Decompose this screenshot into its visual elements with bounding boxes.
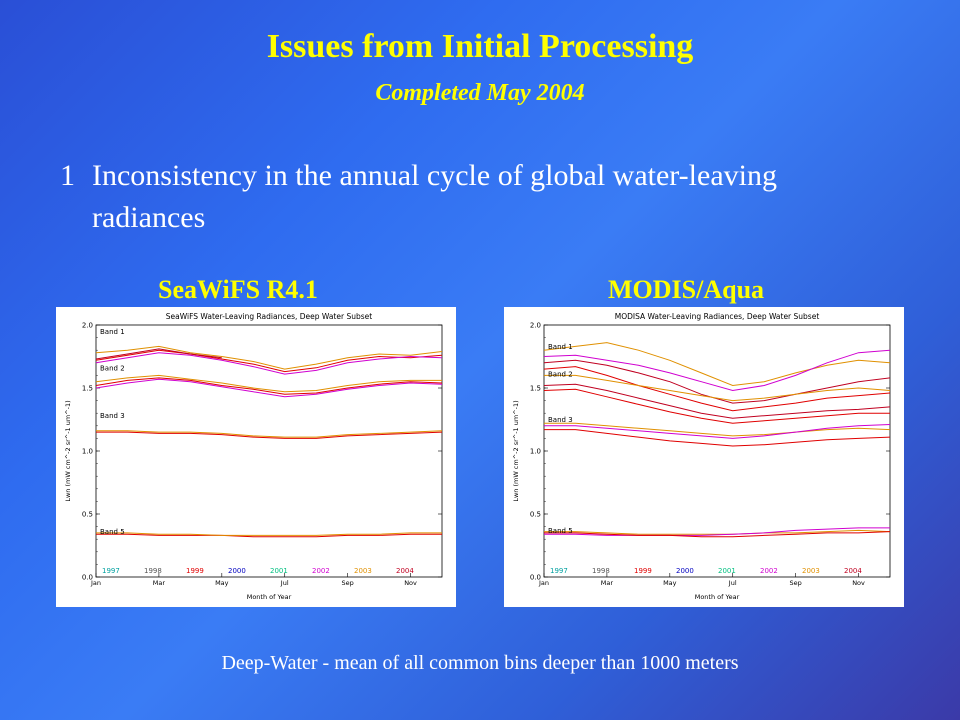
series-2002-band5 [544, 527, 890, 536]
x-tick-label: Jul [280, 579, 289, 587]
y-tick-label: 2.0 [530, 322, 541, 330]
slide-title: Issues from Initial Processing [266, 28, 694, 65]
legend-year: 1997 [550, 567, 568, 575]
y-tick-label: 1.0 [530, 448, 541, 456]
y-tick-label: 1.0 [82, 448, 93, 456]
legend-year: 1999 [186, 567, 204, 575]
band-label: Band 3 [100, 412, 125, 420]
modis-label: MODIS/Aqua [608, 275, 765, 304]
y-tick-label: 2.0 [82, 322, 93, 330]
legend-year: 2001 [718, 567, 736, 575]
series-1999-band2 [95, 377, 443, 395]
x-tick-label: Nov [404, 579, 417, 587]
legend-year: 2000 [676, 567, 694, 575]
legend-year: 2001 [270, 567, 288, 575]
series-1999-band1 [543, 366, 891, 412]
legend-year: 1998 [592, 567, 610, 575]
series-1999-band3 [544, 429, 891, 447]
series-2003-band3 [96, 430, 443, 438]
x-axis-label: Month of Year [247, 593, 292, 601]
legend-year: 2004 [844, 567, 862, 575]
y-tick-label: 0.5 [82, 511, 93, 519]
series-2003-band1 [543, 342, 891, 387]
legend-year: 1999 [634, 567, 652, 575]
y-tick-label: 0.0 [530, 574, 541, 582]
y-tick-label: 1.5 [530, 385, 541, 393]
y-tick-label: 1.5 [82, 385, 93, 393]
series-2003-band2 [544, 374, 891, 402]
series-1999-band5 [96, 533, 442, 538]
series-2003-band3 [544, 422, 891, 437]
seawifs-chart: SeaWiFS Water-Leaving Radiances, Deep Wa… [64, 312, 443, 601]
band-label: Band 3 [548, 416, 573, 424]
bullet-text: Inconsistency in the annual cycle of glo… [92, 159, 777, 234]
x-tick-label: Sep [342, 579, 354, 587]
x-tick-label: Sep [790, 579, 802, 587]
legend-year: 2003 [354, 567, 372, 575]
legend-year: 1997 [102, 567, 120, 575]
chart-title: SeaWiFS Water-Leaving Radiances, Deep Wa… [166, 312, 372, 321]
x-tick-label: Mar [153, 579, 166, 587]
series-2003-band5 [96, 532, 442, 536]
series-1999-band5 [544, 531, 891, 538]
y-tick-label: 0.5 [530, 511, 541, 519]
plot-frame [543, 324, 891, 578]
series-2004-band2 [543, 383, 891, 419]
modis-chart-panel: MODISA Water-Leaving Radiances, Deep Wat… [504, 307, 904, 607]
band-label: Band 2 [548, 371, 573, 379]
x-tick-label: May [215, 579, 229, 587]
series-2004-band1 [543, 359, 891, 404]
x-tick-label: Nov [852, 579, 865, 587]
plot-frame [95, 324, 443, 578]
seawifs-chart-panel: SeaWiFS Water-Leaving Radiances, Deep Wa… [56, 307, 456, 607]
band-label: Band 5 [100, 528, 125, 536]
band-label: Band 2 [100, 364, 125, 372]
footnote: Deep-Water - mean of all common bins dee… [221, 652, 739, 674]
series-2004-band1 [95, 348, 222, 360]
band-label: Band 1 [548, 343, 573, 351]
series-1999-band2 [543, 388, 890, 424]
x-tick-label: May [663, 579, 677, 587]
series-2002-band3 [544, 424, 891, 439]
x-axis-label: Month of Year [695, 593, 740, 601]
y-axis-label: Lwn (mW cm^-2 sr^-1 um^-1) [512, 400, 520, 501]
slide-subtitle: Completed May 2004 [375, 80, 585, 106]
band-label: Band 1 [100, 328, 125, 336]
legend-year: 2000 [228, 567, 246, 575]
legend-year: 2004 [396, 567, 414, 575]
chart-title: MODISA Water-Leaving Radiances, Deep Wat… [615, 312, 820, 321]
series-2002-band1 [543, 349, 891, 392]
series-2003-band1 [95, 345, 443, 370]
x-tick-label: Jul [728, 579, 737, 587]
series-2003-band5 [544, 529, 891, 535]
modis-chart: MODISA Water-Leaving Radiances, Deep Wat… [512, 312, 891, 601]
legend-year: 1998 [144, 567, 162, 575]
x-tick-label: Jan [90, 579, 101, 587]
legend-year: 2002 [760, 567, 778, 575]
legend-year: 2002 [312, 567, 330, 575]
series-2003-band2 [95, 374, 442, 393]
bullet-number: 1 [60, 159, 75, 192]
band-label: Band 5 [548, 527, 573, 535]
series-2002-band2 [95, 378, 443, 398]
series-1999-band1 [95, 349, 443, 373]
series-1999-band3 [96, 431, 443, 439]
x-tick-label: Mar [601, 579, 614, 587]
seawifs-label: SeaWiFS R4.1 [158, 275, 318, 304]
x-tick-label: Jan [538, 579, 549, 587]
series-2002-band1 [95, 352, 443, 375]
y-tick-label: 0.0 [82, 574, 93, 582]
y-axis-label: Lwn (mW cm^-2 sr^-1 um^-1) [64, 400, 72, 501]
legend-year: 2003 [802, 567, 820, 575]
